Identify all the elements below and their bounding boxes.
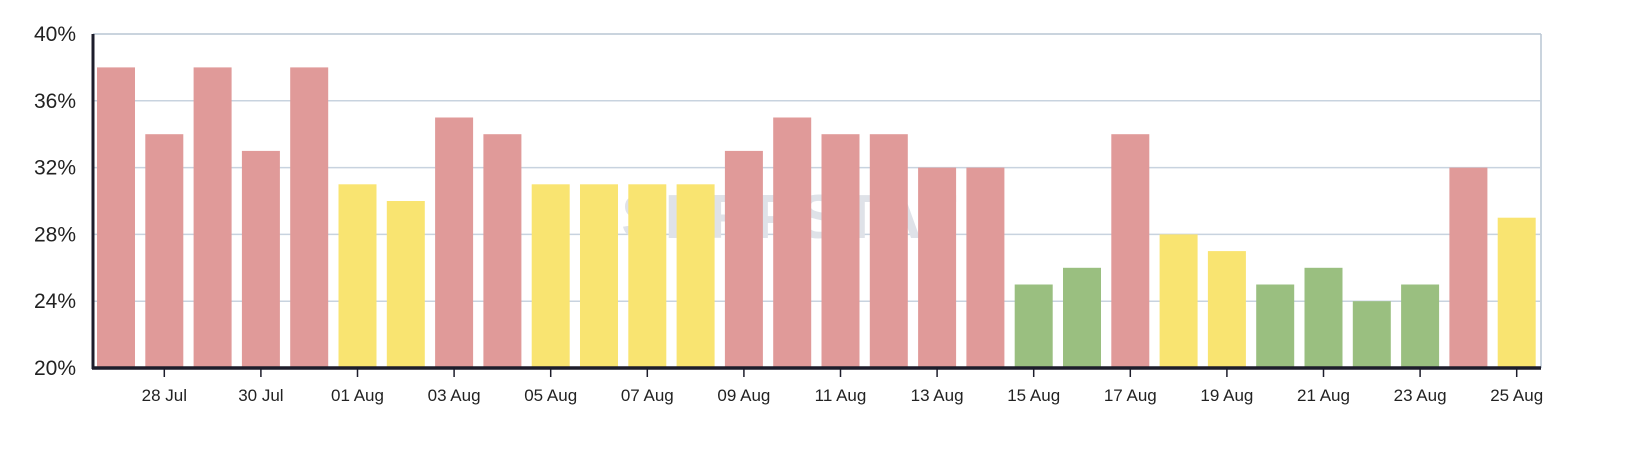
bar: [483, 134, 522, 368]
bar: [1401, 284, 1440, 368]
x-tick-label: 09 Aug: [717, 386, 770, 405]
bar: [1449, 167, 1488, 368]
bar: [1497, 217, 1536, 368]
bar: [386, 201, 425, 368]
y-tick-label: 24%: [34, 290, 76, 313]
bar: [1014, 284, 1053, 368]
grid-lines: [93, 33, 1542, 368]
bar: [290, 67, 329, 369]
bar: [145, 134, 184, 368]
x-tick-label: 01 Aug: [331, 386, 384, 405]
x-tick-label: 25 Aug: [1490, 386, 1543, 405]
y-tick-label: 36%: [34, 90, 76, 113]
bar: [1159, 234, 1198, 368]
x-tick-label: 21 Aug: [1297, 386, 1350, 405]
bar: [1111, 134, 1150, 368]
bar: [193, 67, 232, 369]
bar: [1256, 284, 1295, 368]
x-tick-label: 03 Aug: [428, 386, 481, 405]
x-tick-label: 17 Aug: [1104, 386, 1157, 405]
bar: [97, 67, 135, 369]
x-tick-label: 05 Aug: [524, 386, 577, 405]
bar: [531, 184, 570, 368]
bar: [1207, 251, 1246, 368]
bar: [628, 184, 667, 368]
bar: [241, 150, 280, 368]
x-tick-label: 19 Aug: [1200, 386, 1253, 405]
y-tick-labels: 20% 24% 28% 32% 36% 40%: [34, 23, 76, 380]
bar: [676, 184, 715, 368]
bar: [580, 184, 618, 368]
bar: [724, 150, 763, 368]
x-tick-label: 07 Aug: [621, 386, 674, 405]
bars: [97, 67, 1536, 369]
y-tick-label: 28%: [34, 223, 76, 246]
bar: [821, 134, 860, 368]
y-tick-label: 40%: [34, 23, 76, 46]
bar: [966, 167, 1005, 368]
bar: [773, 117, 812, 368]
axes: [91, 34, 1541, 377]
x-tick-label: 28 Jul: [142, 386, 187, 405]
bar: [918, 167, 957, 368]
bar: [1063, 267, 1101, 368]
y-tick-label: 32%: [34, 157, 76, 180]
x-tick-label: 23 Aug: [1394, 386, 1447, 405]
bar: [1304, 267, 1343, 368]
bar: [338, 184, 377, 368]
bar: [869, 134, 908, 368]
bar: [435, 117, 474, 368]
x-tick-label: 30 Jul: [238, 386, 283, 405]
x-tick-labels: 28 Jul 30 Jul 01 Aug 03 Aug 05 Aug 07 Aug 09 A…: [142, 386, 1544, 405]
x-tick-label: 13 Aug: [911, 386, 964, 405]
y-tick-label: 20%: [34, 357, 76, 380]
bar: [1352, 301, 1391, 368]
x-tick-label: 15 Aug: [1007, 386, 1060, 405]
x-tick-label: 11 Aug: [815, 386, 867, 405]
